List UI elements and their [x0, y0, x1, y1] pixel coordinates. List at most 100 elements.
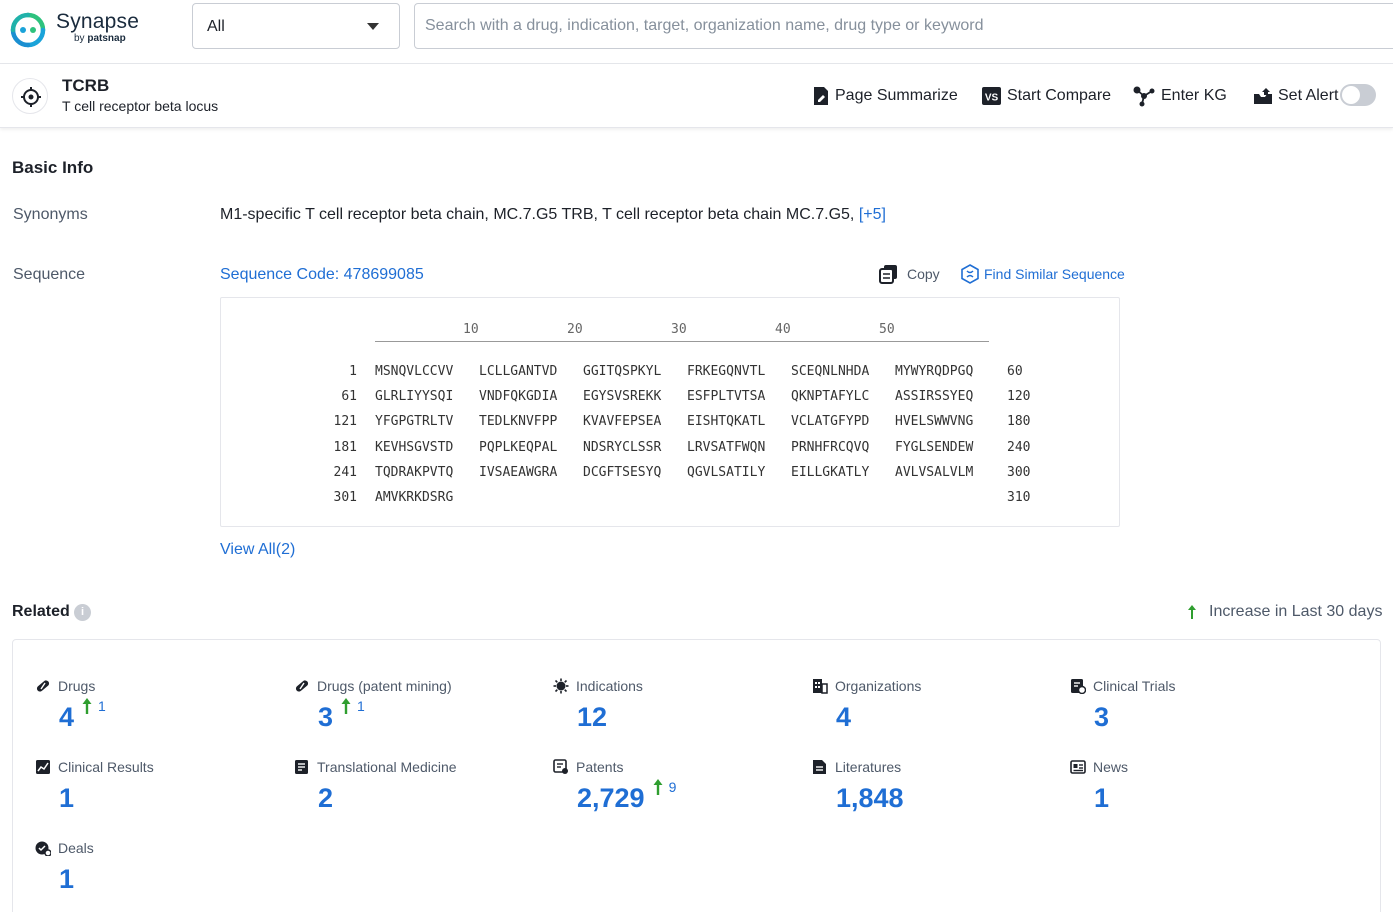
related-stat-header[interactable]: Drugs (patent mining)	[294, 678, 452, 694]
news-icon	[1070, 759, 1086, 775]
related-stat-value-wrap[interactable]: 4	[836, 702, 851, 733]
related-stat-value-wrap[interactable]: 12	[577, 702, 607, 733]
related-stat-clinical-results[interactable]: Clinical Results 1	[35, 759, 285, 829]
set-alert-label: Set Alert	[1278, 87, 1338, 105]
sequence-segment: PQPLKEQPAL	[479, 440, 557, 455]
related-stat-value-wrap[interactable]: 1	[59, 864, 74, 895]
sequence-row: 121YFGPGTRLTVTEDLKNVFPPKVAVFEPSEAEISHTQK…	[221, 414, 1121, 434]
related-stat-deals[interactable]: Deals 1	[35, 840, 285, 910]
sequence-row: 301AMVKRKDSRG310	[221, 490, 1121, 510]
related-stat-value: 12	[577, 702, 607, 733]
sequence-segment: ASSIRSSYEQ	[895, 389, 973, 404]
sequence-segment: QGVLSATILY	[687, 465, 765, 480]
related-stat-header[interactable]: News	[1070, 759, 1128, 775]
brand-name: Synapse	[56, 10, 139, 34]
sequence-segment: FYGLSENDEW	[895, 440, 973, 455]
related-title: Related	[12, 603, 70, 621]
view-all-link[interactable]: View All(2)	[220, 541, 295, 559]
related-stat-header[interactable]: Drugs	[35, 678, 95, 694]
start-compare-button[interactable]: VS Start Compare	[982, 84, 1111, 108]
sequence-row-start: 61	[221, 389, 357, 404]
sequence-segment: VCLATGFYPD	[791, 414, 869, 429]
basic-info-title: Basic Info	[12, 158, 93, 178]
sequence-segment: NDSRYCLSSR	[583, 440, 661, 455]
related-stat-label: Deals	[58, 840, 94, 856]
related-stat-header[interactable]: Translational Medicine	[294, 759, 457, 775]
sequence-row-end: 300	[1007, 465, 1030, 480]
synonyms-value: M1-specific T cell receptor beta chain, …	[220, 206, 854, 223]
related-stat-header[interactable]: Organizations	[812, 678, 921, 694]
related-stat-value-wrap[interactable]: 41	[59, 702, 106, 733]
related-stat-value: 2,729	[577, 783, 645, 814]
sequence-segment: EISHTQKATL	[687, 414, 765, 429]
pill-icon	[35, 678, 51, 694]
related-stat-label: Clinical Trials	[1093, 678, 1175, 694]
related-stat-header[interactable]: Indications	[553, 678, 643, 694]
sequence-segment: IVSAEAWGRA	[479, 465, 557, 480]
search-input[interactable]	[414, 3, 1393, 49]
related-stat-value-wrap[interactable]: 1	[59, 783, 74, 814]
info-icon[interactable]: i	[74, 604, 91, 621]
related-stat-header[interactable]: Clinical Results	[35, 759, 154, 775]
related-stat-value-wrap[interactable]: 2	[318, 783, 333, 814]
related-stat-value-wrap[interactable]: 31	[318, 702, 365, 733]
sequence-row-end: 180	[1007, 414, 1030, 429]
sequence-row-start: 121	[221, 414, 357, 429]
sequence-row-start: 1	[221, 364, 357, 379]
sequence-viewer: 10 20 30 40 50 1MSNQVLCCVVLCLLGANTVDGGIT…	[220, 297, 1120, 527]
copy-button[interactable]: Copy	[879, 264, 940, 284]
synonyms-more-link[interactable]: [+5]	[859, 206, 886, 223]
sequence-code-link[interactable]: Sequence Code: 478699085	[220, 266, 424, 284]
sequence-segment: KEVHSGVSTD	[375, 440, 453, 455]
related-stat-value-wrap[interactable]: 2,7299	[577, 783, 676, 814]
set-alert-toggle[interactable]	[1340, 84, 1376, 106]
related-stat-drugs[interactable]: Drugs 41	[35, 678, 285, 748]
sequence-segment: KVAVFEPSEA	[583, 414, 661, 429]
related-stat-label: Organizations	[835, 678, 921, 694]
related-stat-label: Drugs	[58, 678, 95, 694]
increase-legend: Increase in Last 30 days	[1187, 603, 1382, 621]
search-scope-select[interactable]: All	[192, 3, 400, 49]
related-stat-indications[interactable]: Indications 12	[553, 678, 803, 748]
related-stat-header[interactable]: Clinical Trials	[1070, 678, 1175, 694]
related-stat-value: 1,848	[836, 783, 904, 814]
sequence-segment: LRVSATFWQN	[687, 440, 765, 455]
sequence-segment: TEDLKNVFPP	[479, 414, 557, 429]
ruler-tick: 50	[879, 322, 895, 337]
page-summarize-button[interactable]: Page Summarize	[812, 84, 958, 108]
related-stat-increase-count: 1	[98, 698, 106, 714]
sequence-row: 1MSNQVLCCVVLCLLGANTVDGGITQSPKYLFRKEGQNVT…	[221, 364, 1121, 384]
target-symbol: TCRB	[62, 76, 109, 96]
enter-kg-button[interactable]: Enter KG	[1132, 84, 1227, 108]
toggle-knob	[1342, 86, 1360, 104]
sequence-row-end: 310	[1007, 490, 1030, 505]
related-stat-news[interactable]: News 1	[1070, 759, 1320, 829]
sequence-label: Sequence	[13, 266, 85, 284]
related-stat-header[interactable]: Literatures	[812, 759, 901, 775]
related-stat-clinical-trials[interactable]: Clinical Trials 3	[1070, 678, 1320, 748]
ruler-tick: 30	[671, 322, 687, 337]
related-stat-patents[interactable]: Patents 2,7299	[553, 759, 803, 829]
related-stat-organizations[interactable]: Organizations 4	[812, 678, 1062, 748]
related-stat-header[interactable]: Deals	[35, 840, 94, 856]
related-stat-value-wrap[interactable]: 1	[1094, 783, 1109, 814]
literature-icon	[812, 759, 828, 775]
synonyms-list: M1-specific T cell receptor beta chain, …	[220, 206, 886, 224]
related-stat-label: Drugs (patent mining)	[317, 678, 452, 694]
related-stat-header[interactable]: Patents	[553, 759, 623, 775]
synapse-logo[interactable]: Synapse by patsnap	[10, 10, 140, 50]
related-stat-value-wrap[interactable]: 3	[1094, 702, 1109, 733]
related-stat-value: 2	[318, 783, 333, 814]
related-stat-translational-medicine[interactable]: Translational Medicine 2	[294, 759, 544, 829]
related-stat-value-wrap[interactable]: 1,848	[836, 783, 904, 814]
sequence-segment: AVLVSALVLM	[895, 465, 973, 480]
ruler-tick: 10	[463, 322, 479, 337]
related-stat-drugs-patent-mining[interactable]: Drugs (patent mining) 31	[294, 678, 544, 748]
arrow-up-icon	[1187, 604, 1197, 620]
sequence-segment: TQDRAKPVTQ	[375, 465, 453, 480]
building-icon	[812, 678, 828, 694]
sequence-row: 241TQDRAKPVTQIVSAEAWGRADCGFTSESYQQGVLSAT…	[221, 465, 1121, 485]
set-alert-button[interactable]: Set Alert	[1253, 84, 1338, 108]
find-similar-sequence-button[interactable]: Find Similar Sequence	[960, 264, 1125, 284]
related-stat-literatures[interactable]: Literatures 1,848	[812, 759, 1062, 829]
